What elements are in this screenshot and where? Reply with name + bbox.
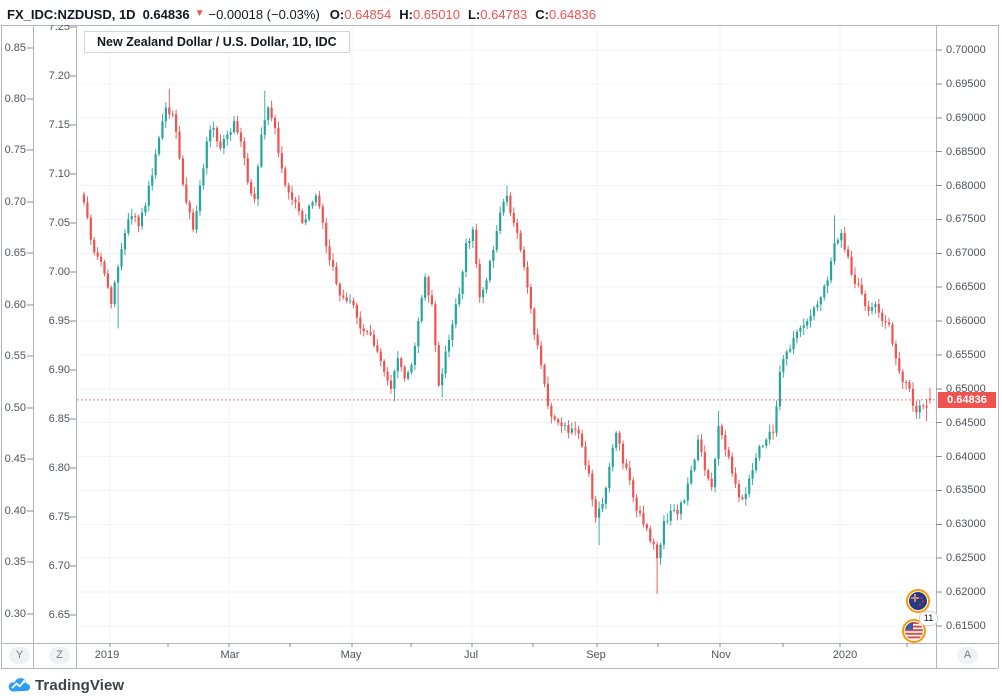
low-readout: L:0.64783 — [467, 6, 528, 22]
axis-label: 0.64000 — [946, 450, 986, 463]
left-price-axis-outer[interactable]: 0.85 0.80 0.75 0.70 0.65 0.60 0.55 0.50 0.45 0.40… — [0, 25, 27, 643]
tradingview-logo-icon[interactable] — [8, 676, 30, 694]
axis-label: 7.00 — [48, 266, 70, 278]
time-axis-label: Jul — [463, 649, 479, 661]
axis-label: 6.90 — [48, 364, 70, 376]
axis-label: 0.30 — [4, 608, 26, 620]
time-axis-label: May — [340, 649, 362, 661]
axis-label: 0.40 — [4, 505, 26, 517]
axis-button-z[interactable]: Z — [49, 647, 70, 664]
tradingview-wordmark[interactable]: TradingView — [35, 676, 125, 694]
axis-button-y[interactable]: Y — [9, 647, 30, 664]
axis-label: 0.65000 — [946, 382, 986, 395]
down-triangle-icon: ▼ — [194, 7, 205, 19]
axis-label: 0.60 — [4, 299, 26, 311]
axis-label: 0.85 — [4, 42, 26, 54]
last-price: 0.64836 — [142, 6, 190, 22]
axis-label: 0.67000 — [946, 247, 986, 260]
axis-label: 0.69500 — [946, 77, 986, 90]
united-states-flag-icon[interactable] — [901, 618, 927, 644]
axis-label: 0.45 — [4, 453, 26, 465]
axis-label: 0.65 — [4, 247, 26, 259]
symbol-name: FX_IDC:NZDUSD, 1D — [7, 6, 136, 22]
axis-label: 0.63000 — [946, 518, 986, 531]
axis-label: 7.10 — [48, 168, 70, 180]
axis-label: 0.69000 — [946, 111, 986, 124]
axis-label: 6.80 — [48, 462, 70, 474]
chart-legend[interactable]: New Zealand Dollar / U.S. Dollar, 1D, ID… — [84, 31, 350, 53]
axis-label: 0.70 — [4, 196, 26, 208]
axis-label: 6.75 — [48, 511, 70, 523]
axis-label: 0.62000 — [946, 586, 986, 599]
axis-label: 0.50 — [4, 402, 26, 414]
axis-label: 0.35 — [4, 556, 26, 568]
high-readout: H:0.65010 — [399, 6, 460, 22]
last-price-badge: 0.64836 — [938, 392, 996, 408]
axis-label: 0.66000 — [946, 315, 986, 328]
price-change: −0.00018 (−0.03%) — [208, 6, 320, 22]
axis-label: 0.65500 — [946, 348, 986, 361]
axis-label: 0.61500 — [946, 619, 986, 632]
axis-label: 0.64500 — [946, 416, 986, 429]
time-axis-label: 2019 — [94, 649, 120, 661]
axis-label: 7.05 — [48, 217, 70, 229]
axis-label: 0.55 — [4, 350, 26, 362]
time-axis-label: Sep — [586, 649, 606, 661]
time-axis-label: 2020 — [832, 649, 858, 661]
new-zealand-flag-icon[interactable] — [905, 588, 931, 614]
footer: TradingView — [8, 675, 124, 695]
axis-label: 6.65 — [48, 609, 70, 621]
time-axis-label: Nov — [711, 649, 731, 661]
axis-label: 0.70000 — [946, 44, 986, 56]
axis-label: 0.68000 — [946, 179, 986, 192]
close-readout: C:0.64836 — [535, 6, 596, 22]
axis-button-a[interactable]: A — [957, 647, 978, 664]
axis-label: 0.66500 — [946, 281, 986, 294]
open-readout: O:0.64854 — [329, 6, 392, 22]
axis-label: 6.70 — [48, 560, 70, 572]
axis-label: 0.80 — [4, 93, 26, 105]
time-axis[interactable]: 2019 Mar May Jul Sep Nov 2020 — [0, 644, 1002, 668]
time-axis-label: Mar — [220, 649, 240, 661]
right-price-axis[interactable]: 0.70000 0.69500 0.69000 0.68500 0.68000 0.675… — [946, 25, 998, 643]
axis-label: 0.75 — [4, 144, 26, 156]
axis-label: 0.63500 — [946, 484, 986, 497]
axis-label: 6.85 — [48, 413, 70, 425]
axis-label: 0.67500 — [946, 213, 986, 226]
symbol-header: FX_IDC:NZDUSD, 1D 0.64836 ▼ −0.00018 (−0… — [7, 5, 604, 23]
axis-label: 6.95 — [48, 315, 70, 327]
axis-label: 7.15 — [48, 119, 70, 131]
left-price-axis-inner[interactable]: 7.25 7.20 7.15 7.10 7.05 7.00 6.95 6.90 6.85 6.80… — [34, 25, 70, 643]
axis-label: 7.25 — [48, 25, 70, 33]
axis-label: 7.20 — [48, 70, 70, 82]
events-count-badge[interactable]: 11 — [919, 611, 938, 626]
axis-label: 0.68500 — [946, 145, 986, 158]
axis-label: 0.62500 — [946, 552, 986, 565]
